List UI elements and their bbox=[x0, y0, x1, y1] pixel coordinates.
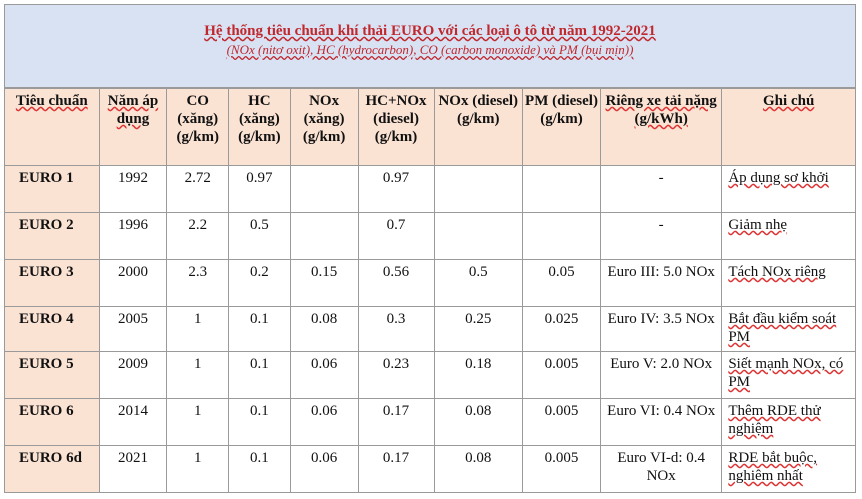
cell-co: 1 bbox=[166, 398, 230, 446]
cell-hc-nox: 0.3 bbox=[357, 306, 435, 352]
cell-nox-petrol: 0.06 bbox=[289, 351, 359, 399]
cell-pm: 0.005 bbox=[521, 445, 602, 493]
cell-hc: 0.1 bbox=[228, 351, 291, 399]
cell-year: 2014 bbox=[98, 398, 168, 446]
cell-pm: 0.005 bbox=[521, 351, 602, 399]
cell-hc: 0.1 bbox=[228, 306, 291, 352]
cell-year: 2005 bbox=[98, 306, 168, 352]
cell-co: 2.3 bbox=[166, 259, 230, 307]
table-title: Hệ thống tiêu chuẩn khí thải EURO với cá… bbox=[204, 23, 656, 39]
cell-nox-diesel: 0.08 bbox=[433, 445, 523, 493]
table-row: EURO 6d 2021 1 0.1 0.06 0.17 0.08 0.005 … bbox=[4, 445, 856, 493]
cell-pm: 0.005 bbox=[521, 398, 602, 446]
cell-hc-nox: 0.97 bbox=[357, 165, 435, 213]
cell-year: 2000 bbox=[98, 259, 168, 307]
table-row: EURO 5 2009 1 0.1 0.06 0.23 0.18 0.005 E… bbox=[4, 351, 856, 399]
header-nox-diesel: NOx (diesel) (g/km) bbox=[433, 88, 523, 166]
cell-co: 1 bbox=[166, 445, 230, 493]
cell-standard: EURO 2 bbox=[4, 212, 100, 260]
cell-note: RDE bắt buộc, nghiêm nhất bbox=[721, 445, 856, 493]
cell-hc: 0.5 bbox=[228, 212, 291, 260]
title-banner: Hệ thống tiêu chuẩn khí thải EURO với cá… bbox=[4, 4, 856, 88]
cell-year: 2009 bbox=[98, 351, 168, 399]
cell-nox-diesel bbox=[433, 165, 523, 213]
cell-nox-petrol: 0.06 bbox=[289, 398, 359, 446]
cell-pm bbox=[521, 165, 602, 213]
table-row: EURO 4 2005 1 0.1 0.08 0.3 0.25 0.025 Eu… bbox=[4, 306, 856, 352]
table-subtitle: (NOx (nitơ oxit), HC (hydrocarbon), CO (… bbox=[226, 42, 634, 57]
cell-pm bbox=[521, 212, 602, 260]
cell-year: 1992 bbox=[98, 165, 168, 213]
cell-hc-nox: 0.17 bbox=[357, 398, 435, 446]
cell-nox-diesel: 0.18 bbox=[433, 351, 523, 399]
cell-standard: EURO 6d bbox=[4, 445, 100, 493]
cell-truck: Euro IV: 3.5 NOx bbox=[600, 306, 723, 352]
emission-standards-table: Tiêu chuẩn Năm áp dụng CO (xăng) (g/km) … bbox=[4, 88, 856, 493]
cell-truck: Euro III: 5.0 NOx bbox=[600, 259, 723, 307]
cell-co: 2.2 bbox=[166, 212, 230, 260]
table-row: EURO 1 1992 2.72 0.97 0.97 - Áp dụng sơ … bbox=[4, 165, 856, 213]
cell-note: Giảm nhẹ bbox=[721, 212, 856, 260]
header-row: Tiêu chuẩn Năm áp dụng CO (xăng) (g/km) … bbox=[4, 88, 856, 166]
cell-standard: EURO 6 bbox=[4, 398, 100, 446]
table-row: EURO 3 2000 2.3 0.2 0.15 0.56 0.5 0.05 E… bbox=[4, 259, 856, 307]
cell-nox-petrol: 0.15 bbox=[289, 259, 359, 307]
cell-hc-nox: 0.56 bbox=[357, 259, 435, 307]
cell-truck: - bbox=[600, 165, 723, 213]
cell-hc: 0.2 bbox=[228, 259, 291, 307]
cell-note: Bắt đầu kiểm soát PM bbox=[721, 306, 856, 352]
cell-note: Thêm RDE thử nghiệm bbox=[721, 398, 856, 446]
cell-truck: Euro VI-d: 0.4 NOx bbox=[600, 445, 723, 493]
cell-hc-nox: 0.23 bbox=[357, 351, 435, 399]
cell-hc: 0.1 bbox=[228, 445, 291, 493]
cell-co: 2.72 bbox=[166, 165, 230, 213]
table-row: EURO 2 1996 2.2 0.5 0.7 - Giảm nhẹ bbox=[4, 212, 856, 260]
header-hc-petrol: HC (xăng) (g/km) bbox=[228, 88, 291, 166]
cell-hc-nox: 0.17 bbox=[357, 445, 435, 493]
header-heavy-truck: Riêng xe tải nặng (g/kWh) bbox=[600, 88, 723, 166]
cell-pm: 0.025 bbox=[521, 306, 602, 352]
cell-year: 2021 bbox=[98, 445, 168, 493]
header-hc-nox-diesel: HC+NOx (diesel) (g/km) bbox=[357, 88, 435, 166]
cell-nox-petrol bbox=[289, 165, 359, 213]
table-row: EURO 6 2014 1 0.1 0.06 0.17 0.08 0.005 E… bbox=[4, 398, 856, 446]
header-co-petrol: CO (xăng) (g/km) bbox=[166, 88, 230, 166]
cell-note: Tách NOx riêng bbox=[721, 259, 856, 307]
header-note: Ghi chú bbox=[721, 88, 856, 166]
header-nox-petrol: NOx (xăng) (g/km) bbox=[289, 88, 359, 166]
cell-truck: Euro VI: 0.4 NOx bbox=[600, 398, 723, 446]
cell-nox-petrol: 0.06 bbox=[289, 445, 359, 493]
cell-standard: EURO 1 bbox=[4, 165, 100, 213]
cell-co: 1 bbox=[166, 306, 230, 352]
header-year: Năm áp dụng bbox=[98, 88, 168, 166]
cell-standard: EURO 5 bbox=[4, 351, 100, 399]
cell-nox-petrol bbox=[289, 212, 359, 260]
cell-hc-nox: 0.7 bbox=[357, 212, 435, 260]
cell-nox-petrol: 0.08 bbox=[289, 306, 359, 352]
cell-standard: EURO 3 bbox=[4, 259, 100, 307]
cell-pm: 0.05 bbox=[521, 259, 602, 307]
cell-co: 1 bbox=[166, 351, 230, 399]
cell-nox-diesel: 0.5 bbox=[433, 259, 523, 307]
cell-hc: 0.97 bbox=[228, 165, 291, 213]
cell-note: Áp dụng sơ khởi bbox=[721, 165, 856, 213]
document-sheet: Hệ thống tiêu chuẩn khí thải EURO với cá… bbox=[4, 4, 856, 493]
cell-nox-diesel bbox=[433, 212, 523, 260]
cell-note: Siết mạnh NOx, có PM bbox=[721, 351, 856, 399]
header-pm-diesel: PM (diesel) (g/km) bbox=[521, 88, 602, 166]
cell-truck: Euro V: 2.0 NOx bbox=[600, 351, 723, 399]
cell-standard: EURO 4 bbox=[4, 306, 100, 352]
header-standard: Tiêu chuẩn bbox=[4, 88, 100, 166]
cell-nox-diesel: 0.25 bbox=[433, 306, 523, 352]
cell-truck: - bbox=[600, 212, 723, 260]
cell-year: 1996 bbox=[98, 212, 168, 260]
cell-hc: 0.1 bbox=[228, 398, 291, 446]
cell-nox-diesel: 0.08 bbox=[433, 398, 523, 446]
